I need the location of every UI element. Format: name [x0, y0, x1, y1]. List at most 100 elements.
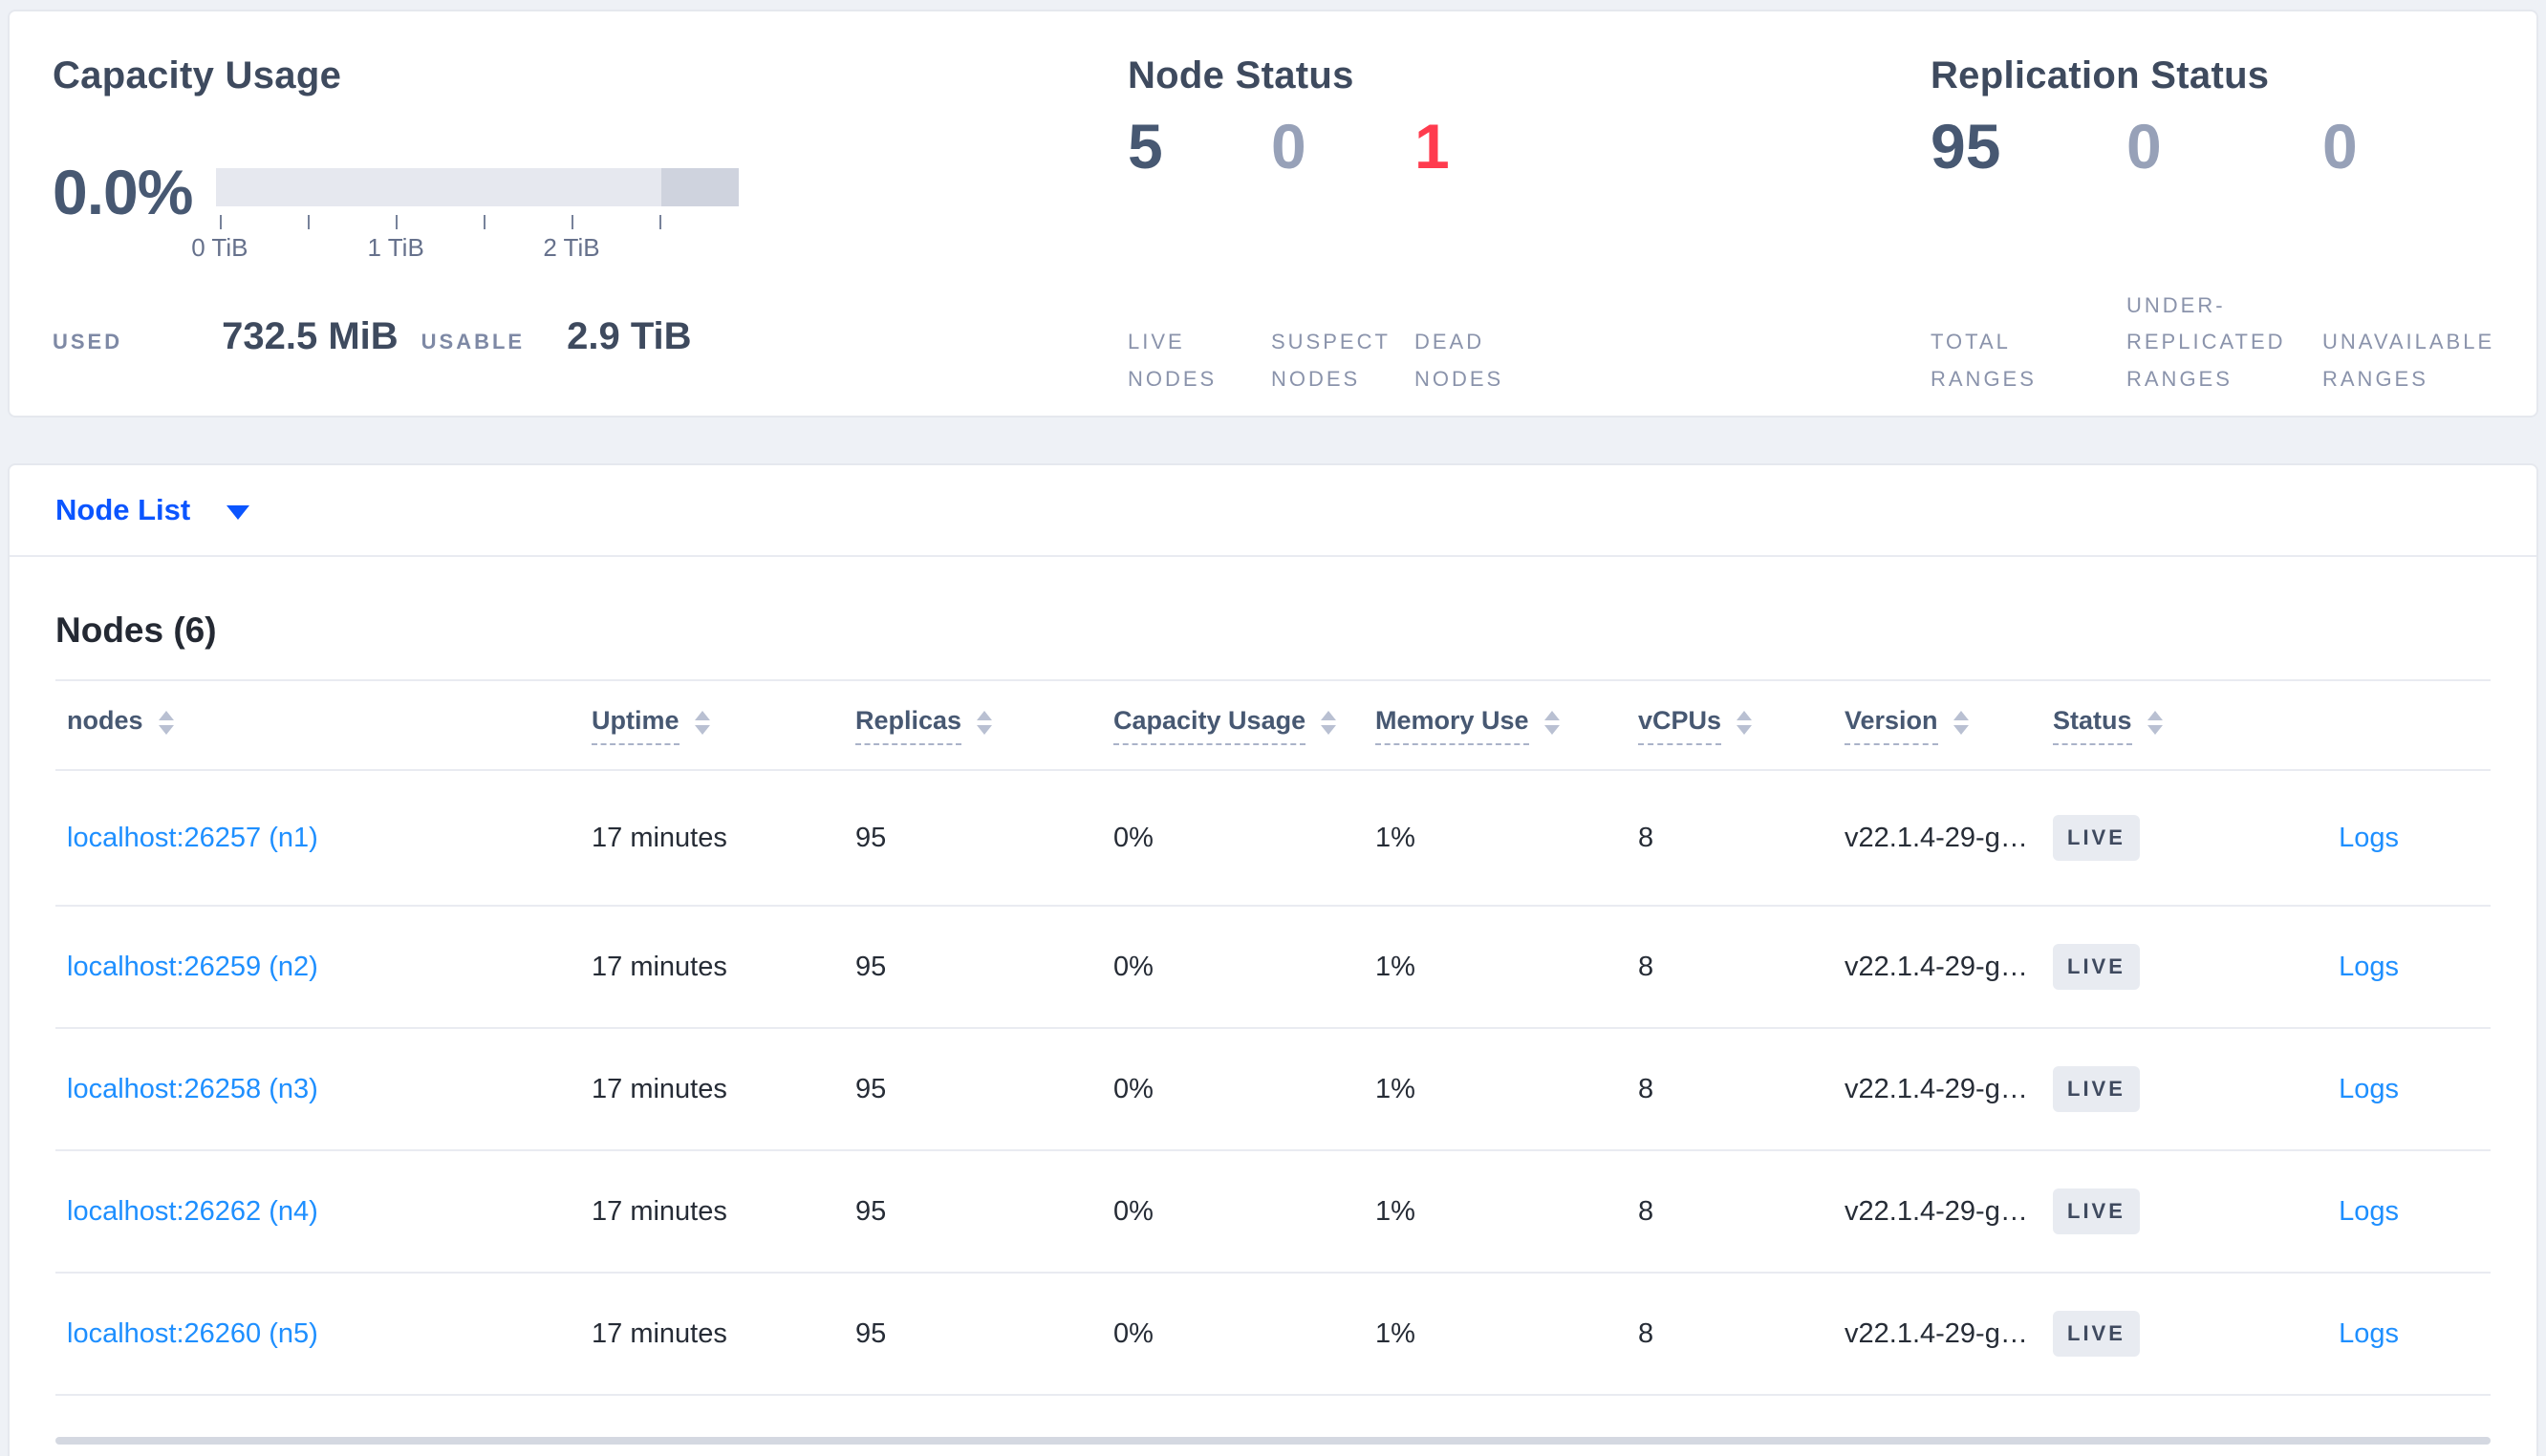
live-nodes-label: LIVE NODES [1128, 330, 1218, 391]
uptime-cell: 17 minutes [592, 951, 727, 982]
uptime-cell: 17 minutes [592, 1317, 727, 1349]
column-header-memory-use[interactable]: Memory Use [1364, 706, 1627, 745]
version-cell: v22.1.4-29-g… [1845, 1073, 2028, 1104]
view-selector-bar: Node List [10, 465, 2536, 557]
nodes-table-header: nodes Uptime Replicas Capacity Usage Mem… [55, 681, 2491, 771]
total-ranges-metric: 95 TOTAL RANGES [1931, 115, 2126, 397]
logs-link[interactable]: Logs [2339, 822, 2399, 853]
under-replicated-ranges-metric: 0 UNDER-REPLICATED RANGES [2126, 115, 2322, 397]
replicas-cell: 95 [855, 1195, 887, 1227]
replication-status-section: Replication Status 95 TOTAL RANGES 0 UND… [1931, 54, 2518, 416]
table-row: localhost:26259 (n2) 17 minutes 95 0% 1%… [55, 907, 2491, 1029]
column-header-uptime[interactable]: Uptime [580, 706, 844, 745]
memory-use-cell: 1% [1375, 1317, 1415, 1349]
column-header-vcpus[interactable]: vCPUs [1627, 706, 1833, 745]
column-header-nodes[interactable]: nodes [55, 706, 580, 745]
memory-use-cell: 1% [1375, 951, 1415, 982]
vcpus-cell: 8 [1638, 1195, 1654, 1227]
sort-icon [2147, 710, 2163, 735]
capacity-bar-reserved-segment [661, 168, 739, 206]
replicas-cell: 95 [855, 951, 887, 982]
capacity-axis-labels: 0 TiB 1 TiB 2 TiB [191, 233, 739, 266]
unavailable-ranges-metric: 0 UNAVAILABLE RANGES [2322, 115, 2518, 397]
sort-icon [1953, 710, 1969, 735]
suspect-nodes-label: SUSPECT NODES [1271, 330, 1391, 391]
table-row: localhost:26258 (n3) 17 minutes 95 0% 1%… [55, 1029, 2491, 1151]
capacity-usage-cell: 0% [1113, 1317, 1154, 1349]
replicas-cell: 95 [855, 1317, 887, 1349]
vcpus-cell: 8 [1638, 822, 1654, 853]
sort-icon [1543, 710, 1560, 735]
replicas-cell: 95 [855, 822, 887, 853]
uptime-cell: 17 minutes [592, 822, 727, 853]
node-link[interactable]: localhost:26260 (n5) [67, 1317, 318, 1349]
replication-status-title: Replication Status [1931, 54, 2270, 96]
axis-label-0tib: 0 TiB [191, 233, 248, 262]
logs-link[interactable]: Logs [2339, 1073, 2399, 1104]
logs-link[interactable]: Logs [2339, 951, 2399, 982]
capacity-bar-chart: 0 TiB 1 TiB 2 TiB [191, 161, 739, 266]
column-header-capacity-usage[interactable]: Capacity Usage [1102, 706, 1364, 745]
node-status-title: Node Status [1128, 54, 1354, 96]
logs-link[interactable]: Logs [2339, 1317, 2399, 1349]
version-cell: v22.1.4-29-g… [1845, 822, 2028, 853]
capacity-bar-track [216, 168, 739, 206]
dead-nodes-metric: 1 DEAD NODES [1414, 115, 1558, 397]
status-badge: LIVE [2053, 1066, 2140, 1112]
column-header-status[interactable]: Status [2041, 706, 2261, 745]
node-link[interactable]: localhost:26258 (n3) [67, 1073, 318, 1104]
status-badge: LIVE [2053, 815, 2140, 861]
table-row: localhost:26257 (n1) 17 minutes 95 0% 1%… [55, 771, 2491, 907]
nodes-table: nodes Uptime Replicas Capacity Usage Mem… [55, 679, 2491, 1396]
capacity-usage-section: Capacity Usage 0.0% 0 TiB 1 TiB [53, 54, 1128, 416]
table-row: localhost:26260 (n5) 17 minutes 95 0% 1%… [55, 1274, 2491, 1396]
vcpus-cell: 8 [1638, 951, 1654, 982]
sort-icon [1321, 710, 1337, 735]
live-nodes-metric: 5 LIVE NODES [1128, 115, 1271, 397]
column-header-replicas[interactable]: Replicas [844, 706, 1102, 745]
status-badge: LIVE [2053, 1311, 2140, 1357]
view-selector-label: Node List [55, 493, 191, 526]
used-label: USED [53, 330, 123, 353]
table-row: localhost:26262 (n4) 17 minutes 95 0% 1%… [55, 1151, 2491, 1274]
used-value: 732.5 MiB [222, 315, 399, 357]
capacity-usage-cell: 0% [1113, 1073, 1154, 1104]
node-link[interactable]: localhost:26259 (n2) [67, 951, 318, 982]
capacity-axis-ticks [216, 210, 739, 233]
unavailable-ranges-label: UNAVAILABLE RANGES [2322, 330, 2495, 391]
version-cell: v22.1.4-29-g… [1845, 1195, 2028, 1227]
suspect-nodes-value: 0 [1271, 111, 1306, 182]
capacity-usage-cell: 0% [1113, 1195, 1154, 1227]
capacity-usage-title: Capacity Usage [53, 54, 342, 96]
axis-label-1tib: 1 TiB [367, 233, 424, 262]
version-cell: v22.1.4-29-g… [1845, 1317, 2028, 1349]
capacity-used-percent: 0.0% [53, 157, 193, 227]
horizontal-scrollbar[interactable] [55, 1437, 2491, 1445]
node-link[interactable]: localhost:26257 (n1) [67, 822, 318, 853]
capacity-usage-cell: 0% [1113, 951, 1154, 982]
nodes-section: Nodes (6) nodes Uptime Replicas Capacity… [10, 610, 2536, 1445]
sort-icon [694, 710, 710, 735]
live-nodes-value: 5 [1128, 111, 1163, 182]
column-header-version[interactable]: Version [1833, 706, 2041, 745]
logs-link[interactable]: Logs [2339, 1195, 2399, 1227]
vcpus-cell: 8 [1638, 1317, 1654, 1349]
status-badge: LIVE [2053, 944, 2140, 990]
capacity-usage-cell: 0% [1113, 822, 1154, 853]
vcpus-cell: 8 [1638, 1073, 1654, 1104]
view-selector-dropdown[interactable]: Node List [55, 493, 250, 527]
dead-nodes-label: DEAD NODES [1414, 330, 1504, 391]
under-replicated-ranges-value: 0 [2126, 111, 2162, 182]
node-link[interactable]: localhost:26262 (n4) [67, 1195, 318, 1227]
sort-icon [1737, 710, 1753, 735]
unavailable-ranges-value: 0 [2322, 111, 2358, 182]
usable-value: 2.9 TiB [567, 315, 692, 357]
uptime-cell: 17 minutes [592, 1195, 727, 1227]
chevron-down-icon [227, 504, 250, 520]
dead-nodes-value: 1 [1414, 111, 1450, 182]
uptime-cell: 17 minutes [592, 1073, 727, 1104]
axis-label-2tib: 2 TiB [543, 233, 600, 262]
total-ranges-label: TOTAL RANGES [1931, 330, 2037, 391]
memory-use-cell: 1% [1375, 1073, 1415, 1104]
version-cell: v22.1.4-29-g… [1845, 951, 2028, 982]
